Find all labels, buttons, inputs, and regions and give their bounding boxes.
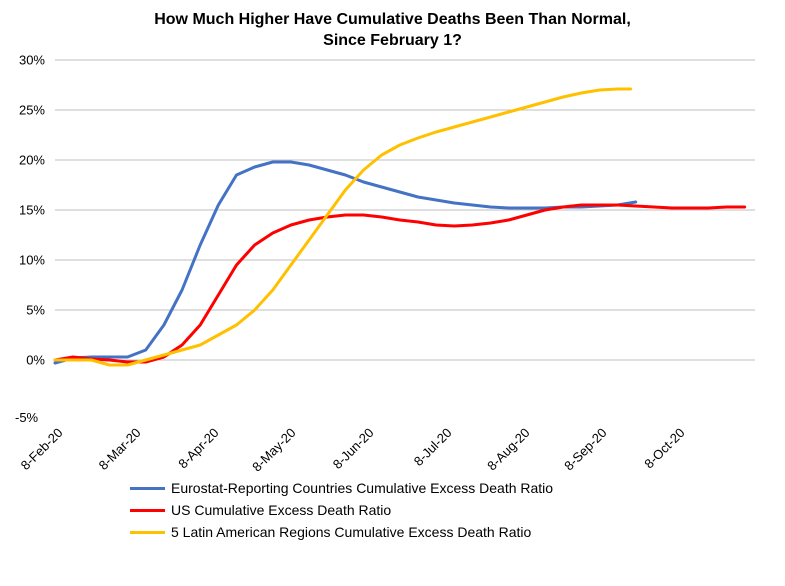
series-lines	[55, 89, 745, 365]
y-tick-label: 25%	[19, 103, 45, 118]
gridlines	[55, 60, 755, 360]
legend-label: Eurostat-Reporting Countries Cumulative …	[171, 480, 553, 496]
x-tick-label: 8-May-20	[249, 425, 298, 474]
legend-item: US Cumulative Excess Death Ratio	[130, 502, 553, 518]
legend-item: 5 Latin American Regions Cumulative Exce…	[130, 524, 553, 540]
series-line	[55, 89, 631, 365]
x-tick-label: 8-Mar-20	[95, 425, 143, 473]
title-line2: Since February 1?	[0, 31, 785, 52]
legend: Eurostat-Reporting Countries Cumulative …	[130, 480, 553, 546]
chart-title: How Much Higher Have Cumulative Deaths B…	[0, 0, 785, 52]
x-tick-label: 8-Sep-20	[562, 425, 610, 473]
x-tick-label: 8-Apr-20	[175, 425, 221, 471]
legend-swatch	[130, 531, 165, 534]
y-tick-label: 30%	[19, 53, 45, 68]
legend-label: US Cumulative Excess Death Ratio	[171, 502, 391, 518]
y-axis-labels: 0%5%10%15%20%25%30%	[0, 60, 50, 410]
x-tick-label: 8-Feb-20	[18, 425, 66, 473]
legend-item: Eurostat-Reporting Countries Cumulative …	[130, 480, 553, 496]
x-tick-label: 8-Jul-20	[411, 425, 455, 469]
y-tick-label: 10%	[19, 253, 45, 268]
chart-container: How Much Higher Have Cumulative Deaths B…	[0, 0, 785, 586]
y-label-neg5: -5%	[15, 410, 38, 425]
legend-label: 5 Latin American Regions Cumulative Exce…	[171, 524, 531, 540]
title-line1: How Much Higher Have Cumulative Deaths B…	[0, 10, 785, 31]
y-tick-label: 15%	[19, 203, 45, 218]
y-tick-label: 5%	[26, 303, 45, 318]
x-tick-label: 8-Oct-20	[641, 425, 687, 471]
chart-svg	[55, 60, 755, 410]
x-tick-label: 8-Aug-20	[484, 425, 532, 473]
y-tick-label: 20%	[19, 153, 45, 168]
legend-swatch	[130, 487, 165, 490]
legend-swatch	[130, 509, 165, 512]
series-line	[55, 205, 745, 362]
plot-area	[55, 60, 755, 410]
y-tick-label: 0%	[26, 353, 45, 368]
x-axis-labels: 8-Feb-208-Mar-208-Apr-208-May-208-Jun-20…	[55, 415, 755, 475]
x-tick-label: 8-Jun-20	[330, 425, 377, 472]
